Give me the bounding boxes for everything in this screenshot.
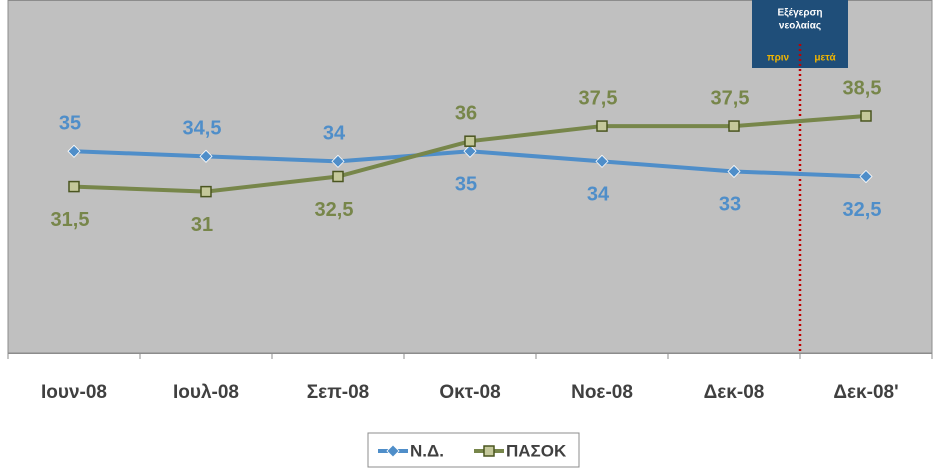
- marker: [727, 164, 741, 179]
- marker: [386, 444, 400, 458]
- data-label: 31,5: [51, 209, 90, 231]
- annotation-after: μετά: [814, 53, 836, 64]
- marker: [483, 445, 495, 457]
- marker: [331, 154, 345, 168]
- data-label: 35: [59, 113, 81, 135]
- data-label: 34: [587, 184, 610, 206]
- marker: [67, 144, 81, 158]
- annotation-box: [752, 0, 848, 68]
- data-label: 37,5: [711, 87, 750, 109]
- marker: [463, 144, 477, 158]
- data-label: 34: [323, 123, 346, 145]
- data-label: 32,5: [315, 199, 354, 221]
- legend-label: ΠΑΣΟΚ: [506, 441, 567, 460]
- data-label: 32,5: [843, 199, 882, 221]
- x-tick-label: Δεκ-08': [833, 382, 898, 403]
- marker: [68, 180, 80, 193]
- x-tick-label: Σεπ-08: [307, 382, 369, 403]
- marker: [860, 110, 872, 122]
- legend-label: Ν.Δ.: [410, 441, 444, 460]
- x-tick-label: Δεκ-08: [704, 382, 765, 403]
- data-label: 35: [455, 174, 477, 196]
- marker: [464, 135, 476, 147]
- marker: [596, 120, 608, 132]
- x-tick-label: Οκτ-08: [439, 382, 500, 403]
- x-tick-label: Νοε-08: [571, 382, 633, 403]
- data-label: 37,5: [579, 87, 618, 109]
- data-label: 38,5: [843, 77, 882, 99]
- marker: [859, 169, 873, 184]
- data-label: 36: [455, 102, 477, 124]
- data-label: 34,5: [183, 118, 222, 140]
- x-tick-label: Ιουν-08: [41, 382, 107, 403]
- marker: [200, 185, 212, 198]
- annotation-text: νεολαίας: [779, 21, 821, 32]
- marker: [728, 120, 740, 132]
- x-tick-label: Ιουλ-08: [173, 382, 239, 403]
- annotation-before: πριν: [767, 53, 790, 64]
- data-label: 31: [191, 214, 213, 236]
- marker: [332, 170, 344, 183]
- marker: [595, 154, 609, 168]
- marker: [199, 149, 213, 163]
- annotation-text: Εξέγερση: [777, 8, 822, 19]
- data-label: 33: [719, 194, 741, 216]
